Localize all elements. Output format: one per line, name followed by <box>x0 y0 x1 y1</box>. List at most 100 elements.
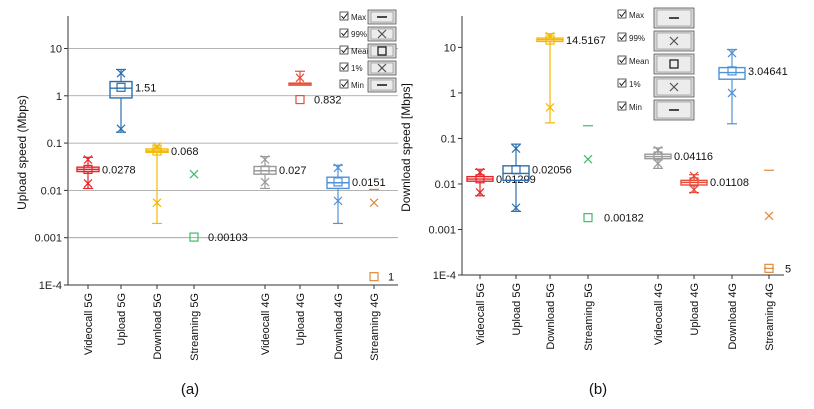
legend-label: 99% <box>629 34 645 43</box>
legend-checkbox <box>617 32 627 42</box>
mean-marker <box>189 232 199 242</box>
box-2: 0.068 <box>145 142 199 225</box>
p99-marker <box>727 48 737 58</box>
mean-label: 0.00182 <box>604 213 644 225</box>
p1-marker <box>83 179 93 188</box>
cross-icon <box>377 29 387 39</box>
box-3: 0.00103 <box>189 169 248 244</box>
mean-label: 0.01108 <box>710 177 749 189</box>
mean-marker <box>369 272 379 282</box>
p1-marker <box>764 211 774 221</box>
box-1: 0.02056 <box>502 143 572 213</box>
check-icon <box>341 64 348 71</box>
p1-marker <box>116 124 126 134</box>
legend-swatch-inner <box>370 45 394 57</box>
legend-checkbox <box>339 45 349 55</box>
x-tick-label: Streaming 5G <box>583 283 595 351</box>
legend-item: Min <box>617 99 695 121</box>
square-icon <box>377 46 387 56</box>
p1-marker <box>511 203 521 213</box>
x-tick-label: Videocall 4G <box>653 283 665 345</box>
square-icon <box>669 59 679 69</box>
p99-marker <box>83 155 93 164</box>
legend-label: Mean <box>351 47 371 56</box>
legend-item: Min <box>339 77 397 93</box>
legend-item: 1% <box>617 76 695 98</box>
legend-label: Min <box>629 103 642 112</box>
legend-checkbox <box>339 79 349 89</box>
check-icon <box>619 34 626 41</box>
p99-marker <box>333 163 343 173</box>
x-tick-label: Upload 5G <box>511 283 523 336</box>
box-0: 0.01299 <box>466 167 536 197</box>
p99-marker <box>511 144 521 153</box>
p99-marker <box>689 171 699 181</box>
mean-label: 0.0278 <box>102 164 136 176</box>
p99-marker <box>260 155 270 164</box>
legend-item: Mean <box>339 43 397 59</box>
legend-item: Max <box>339 9 397 25</box>
check-icon <box>619 11 626 18</box>
check-icon <box>341 81 348 88</box>
x-tick-label: Download 5G <box>152 293 164 360</box>
p1-marker <box>727 88 737 98</box>
mean-label: 1 <box>388 272 394 284</box>
p1-marker <box>189 169 199 179</box>
legend-item: Max <box>617 7 695 29</box>
box-7: 5 <box>764 169 791 275</box>
y-tick-label: 1 <box>56 91 62 103</box>
box-4: 0.04116 <box>644 145 713 169</box>
mean-label: 0.0151 <box>352 177 386 189</box>
caption-a: (a) <box>181 381 199 398</box>
x-tick-label: Download 4G <box>727 283 739 350</box>
x-tick-label: Upload 4G <box>295 293 307 346</box>
cross-icon <box>377 63 387 73</box>
check-icon <box>341 13 348 20</box>
y-tick-label: 10 <box>50 43 62 55</box>
mean-marker <box>689 177 699 187</box>
mean-marker <box>260 165 270 175</box>
y-tick-label: 0.001 <box>34 233 62 245</box>
box-6: 0.0151 <box>326 163 386 225</box>
y-tick-label: 1 <box>450 88 456 100</box>
mean-label: 0.832 <box>314 95 342 107</box>
mean-marker <box>511 165 521 175</box>
p1-marker <box>333 196 343 206</box>
y-tick-label: 0.1 <box>47 138 62 150</box>
x-tick-label: Streaming 5G <box>189 293 201 361</box>
legend-checkbox <box>339 62 349 72</box>
p1-marker <box>583 154 593 164</box>
p1-marker <box>545 103 555 112</box>
legend-checkbox <box>339 11 349 21</box>
mean-marker <box>333 177 343 187</box>
x-tick-label: Upload 4G <box>689 283 701 336</box>
mean-label: 0.02056 <box>532 165 572 177</box>
y-axis-label: Download speed [Mbps] <box>399 83 413 212</box>
p99-marker <box>116 68 126 78</box>
y-tick-label: 0.01 <box>435 179 456 191</box>
x-tick-label: Videocall 5G <box>83 293 95 355</box>
y-axis-label: Upload speed (Mbps) <box>15 95 29 210</box>
box-5: 0.01108 <box>680 171 749 195</box>
legend-label: 1% <box>629 80 641 89</box>
check-icon <box>341 47 348 54</box>
check-icon <box>619 103 626 110</box>
legend-item: Mean <box>617 53 695 75</box>
legend-item: 99% <box>617 30 695 52</box>
chart-panel-a: 1E-4 0.001 0.01 0.1 1 10 Upload speed (Mbps) Vi… <box>15 9 398 361</box>
mean-marker <box>764 263 774 273</box>
y-tick-label: 10 <box>444 42 456 54</box>
box-7: 1 <box>369 188 394 284</box>
legend-checkbox <box>617 55 627 65</box>
mean-label: 14.5167 <box>566 35 606 47</box>
y-tick-label: 1E-4 <box>433 270 456 282</box>
x-tick-label: Upload 5G <box>116 293 128 346</box>
mean-marker <box>475 174 485 184</box>
mean-marker <box>545 35 555 45</box>
box-4: 0.027 <box>253 155 307 190</box>
legend-item: 1% <box>339 60 397 76</box>
mean-label: 0.027 <box>279 165 307 177</box>
legend-checkbox <box>339 28 349 38</box>
box-5: 0.832 <box>288 70 342 107</box>
p1-marker <box>475 188 485 197</box>
